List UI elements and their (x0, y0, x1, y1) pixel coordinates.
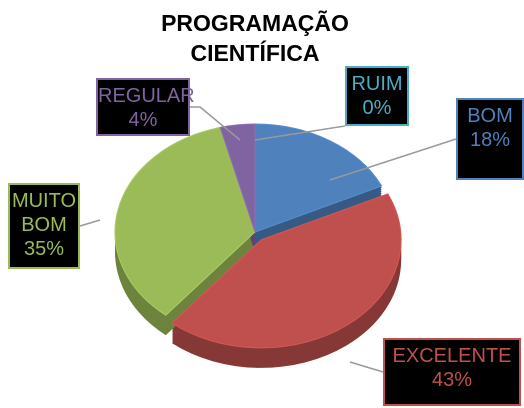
label-value: 43% (431, 369, 473, 391)
label-value: 18% (469, 129, 511, 151)
leader-line (190, 106, 241, 141)
label-name: RUIM (351, 73, 403, 95)
leader-line (329, 138, 457, 181)
leader-line (254, 125, 346, 141)
leader-line (79, 219, 101, 227)
label-name: MUITO BOM (11, 190, 77, 236)
data-label: EXCELENTE 43% (383, 338, 521, 406)
label-name: REGULAR (98, 85, 195, 107)
slice (254, 123, 383, 233)
label-value: 0% (362, 97, 392, 119)
label-name: EXCELENTE (392, 345, 512, 367)
data-label: MUITO BOM 35% (8, 183, 80, 269)
slice (219, 123, 256, 233)
label-value: 4% (128, 109, 158, 131)
data-label: REGULAR 4% (96, 78, 195, 136)
label-value: 35% (23, 238, 65, 260)
label-name: BOM (467, 105, 513, 127)
slice (114, 126, 256, 316)
data-label: RUIM 0% (345, 66, 409, 126)
chart-title: PROGRAMAÇÃO CIENTÍFICA (161, 10, 349, 66)
data-label: BOM 18% (456, 98, 524, 180)
leader-line (349, 361, 384, 373)
slice (171, 193, 402, 349)
